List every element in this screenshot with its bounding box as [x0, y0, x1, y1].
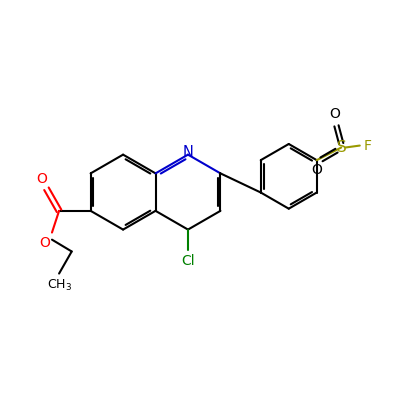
Text: S: S — [337, 140, 346, 155]
Text: CH$_3$: CH$_3$ — [46, 278, 72, 293]
Text: F: F — [364, 138, 372, 152]
Text: O: O — [36, 172, 47, 186]
Text: O: O — [39, 236, 50, 250]
Text: Cl: Cl — [181, 254, 195, 268]
Text: O: O — [329, 107, 340, 121]
Text: N: N — [182, 145, 194, 160]
Text: O: O — [311, 163, 322, 177]
